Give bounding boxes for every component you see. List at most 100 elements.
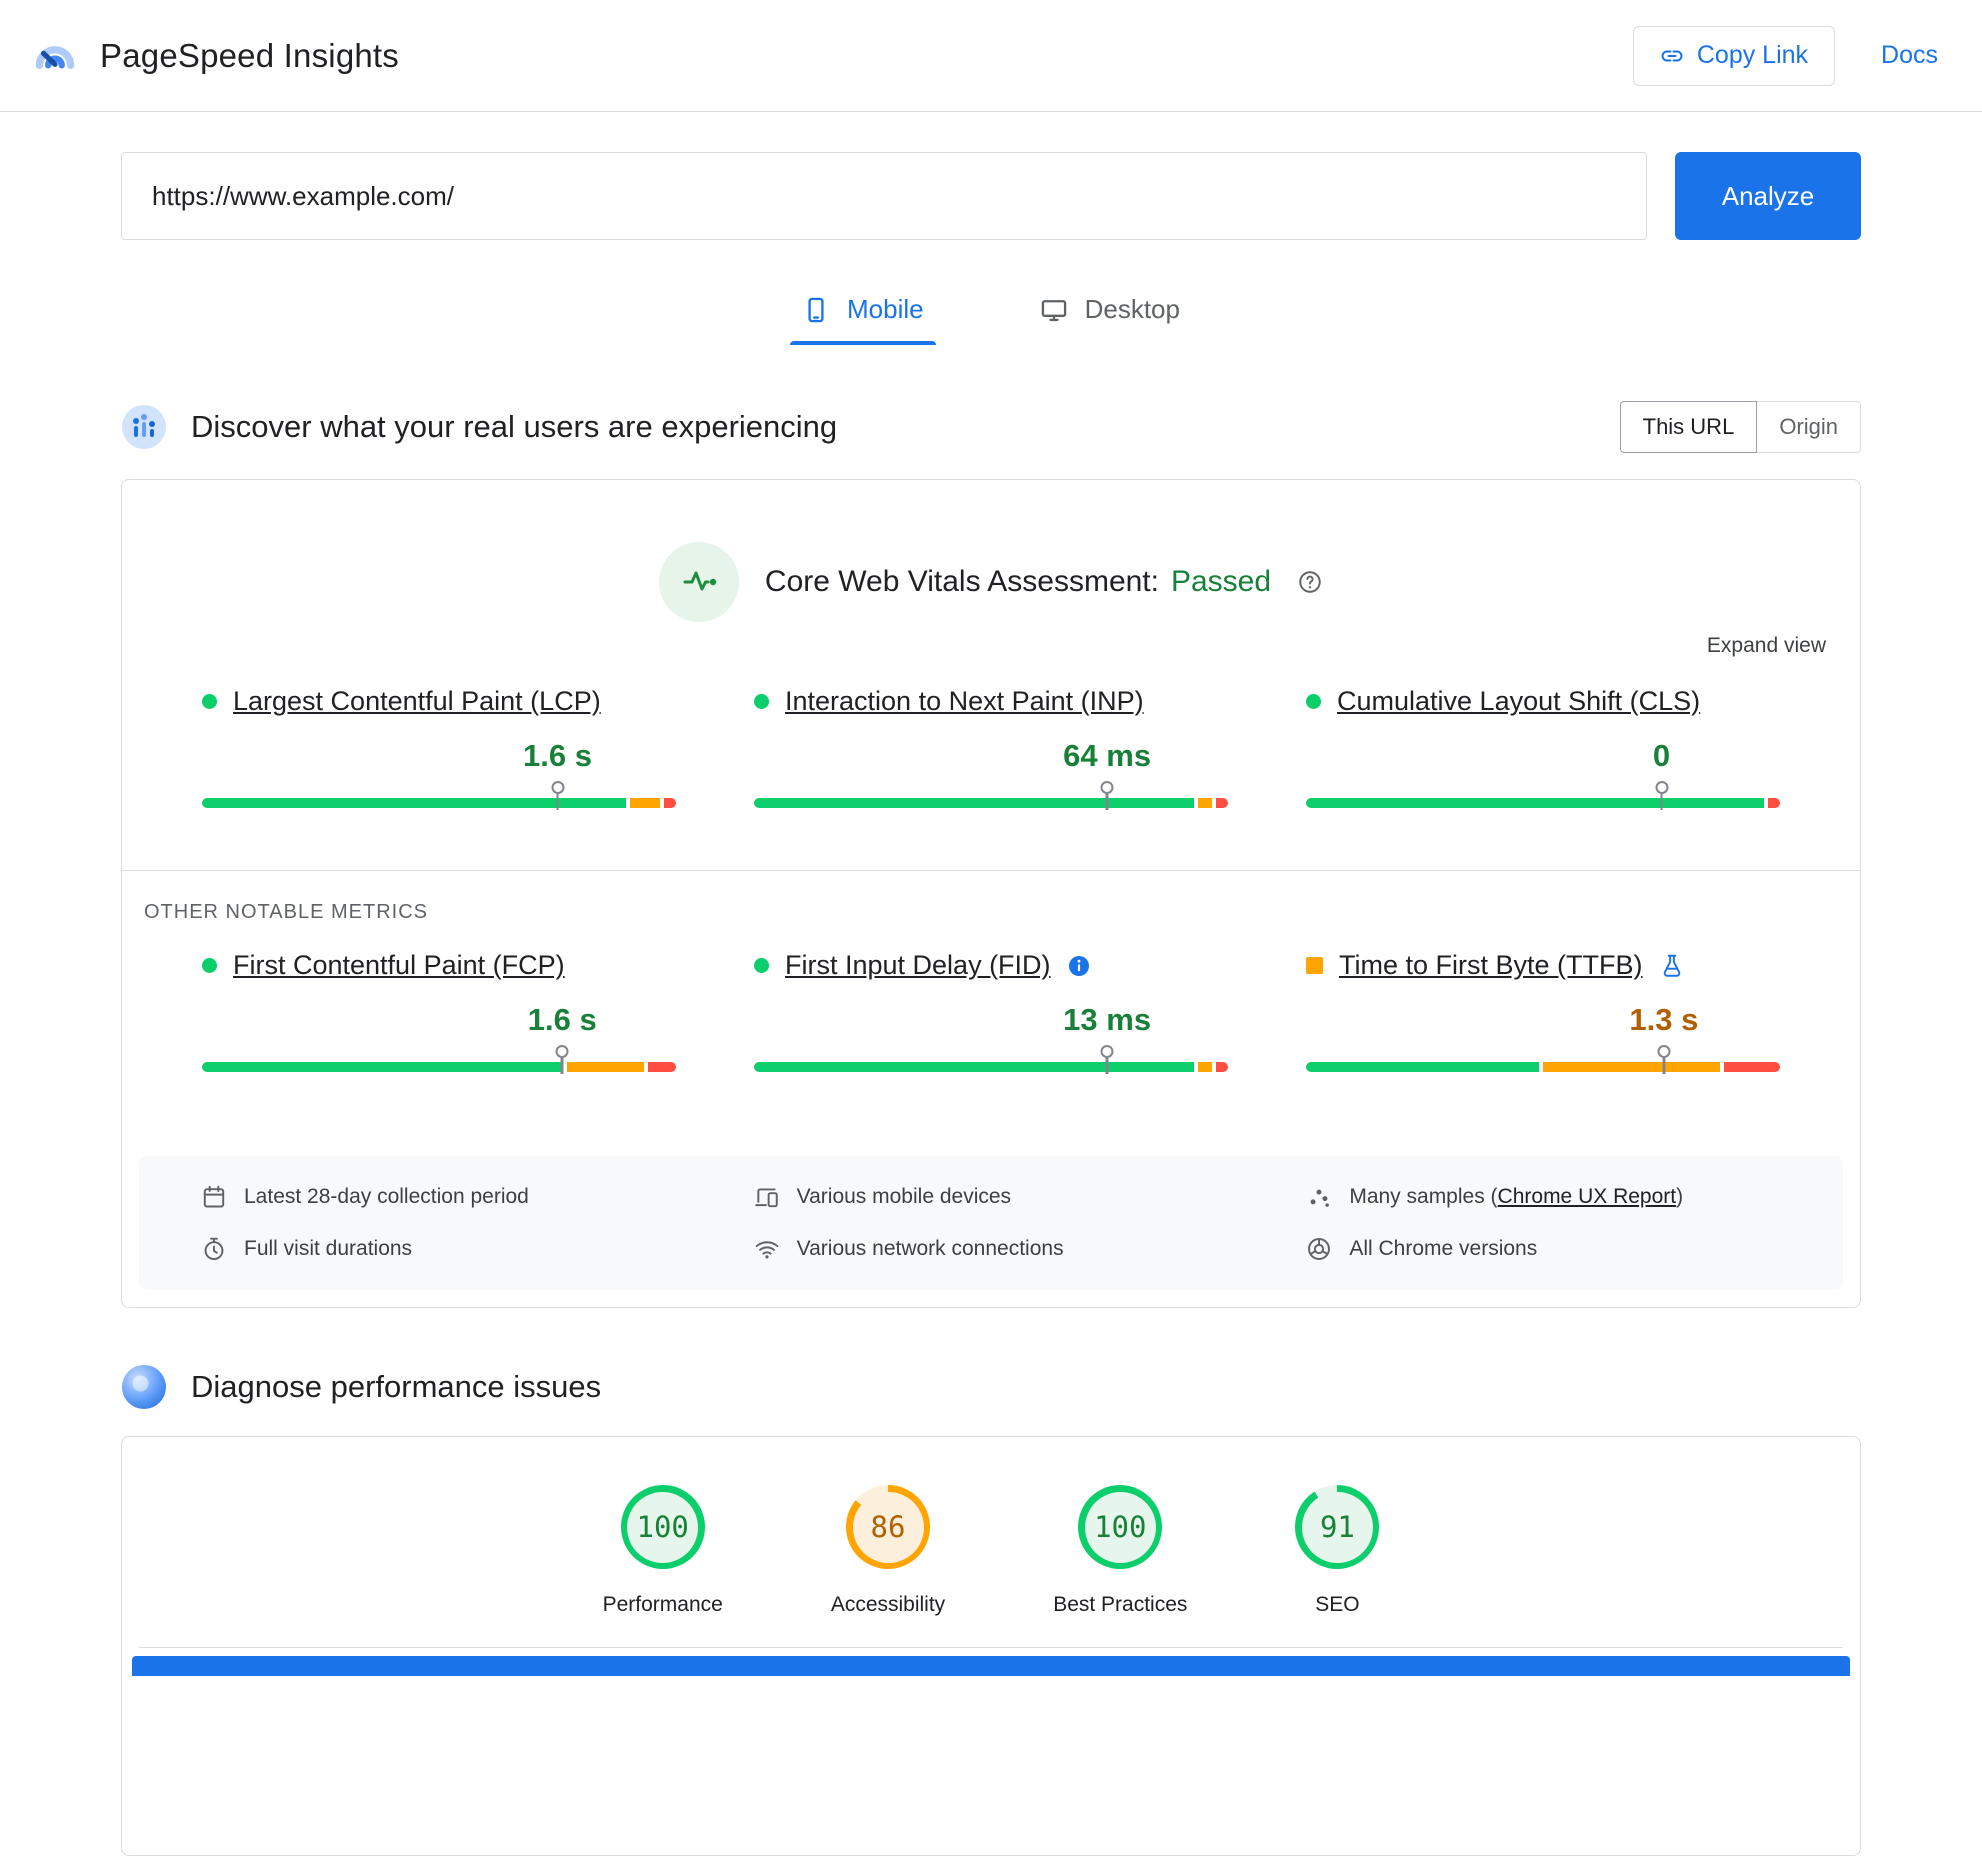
metric-link-fid[interactable]: First Input Delay (FID) [785,950,1051,980]
field-section-title: Discover what your real users are experi… [191,409,838,444]
metric-value: 1.6 s [523,738,592,773]
status-dot-icon [1306,694,1321,709]
metric-link-lcp[interactable]: Largest Contentful Paint (LCP) [233,686,601,716]
docs-link[interactable]: Docs [1881,41,1938,69]
status-dot-icon [754,694,769,709]
copy-link-label: Copy Link [1696,41,1809,69]
status-dot-icon [202,958,217,973]
bar-segment-orange [567,1062,645,1072]
collection-info-item: Various network connections [754,1236,1229,1262]
score-best-practices[interactable]: 100 Best Practices [1053,1485,1187,1617]
collection-info-item: Latest 28-day collection period [201,1184,676,1210]
metric-distribution-bar [202,1045,676,1074]
collection-info-text: Full visit durations [244,1237,413,1260]
real-users-icon [121,404,167,450]
marker-head [1657,1045,1671,1058]
metric-ttfb: Time to First Byte (TTFB) 1.3 s [1306,950,1780,1100]
bar-segments [754,798,1228,808]
cwv-assessment-title: Core Web Vitals Assessment: Passed [765,565,1271,599]
field-section-header: Discover what your real users are experi… [121,401,1861,453]
tab-label: Desktop [1084,294,1180,324]
mobile-icon [802,296,830,324]
app-header: PageSpeed Insights Copy Link Docs [0,0,1982,112]
metric-header: Largest Contentful Paint (LCP) [202,686,676,717]
metric-header: Interaction to Next Paint (INP) [754,686,1228,717]
bar-segment-orange [1198,798,1213,808]
info-text-suffix: ) [1676,1185,1684,1208]
p75-marker [551,781,564,810]
score-performance[interactable]: 100 Performance [603,1485,723,1617]
marker-stem [1105,1058,1109,1074]
tab-desktop[interactable]: Desktop [1028,286,1192,345]
metric-value: 64 ms [1063,738,1152,773]
metric-link-fcp[interactable]: First Contentful Paint (FCP) [233,950,565,980]
bar-segment-red [1216,798,1228,808]
metric-header: First Contentful Paint (FCP) [202,950,676,981]
metric-link-inp[interactable]: Interaction to Next Paint (INP) [785,686,1144,716]
collection-info: Latest 28-day collection period Various m… [139,1156,1843,1290]
score-seo[interactable]: 91 SEO [1295,1485,1380,1617]
help-icon[interactable] [1297,569,1323,595]
analyze-button[interactable]: Analyze [1675,152,1861,240]
toggle-this-url[interactable]: This URL [1619,401,1758,453]
metrics-divider [122,870,1860,871]
bar-segment-red [664,798,676,808]
marker-head [1100,1045,1114,1058]
bar-segment-red [1768,798,1780,808]
collection-info-text: Various mobile devices [796,1185,1012,1208]
status-dot-icon [202,694,217,709]
metric-inp: Interaction to Next Paint (INP) 64 ms [754,686,1228,836]
info-text-prefix: Many samples ( [1349,1185,1498,1208]
metric-value: 0 [1652,738,1671,773]
bar-segments [1306,798,1780,808]
bar-segment-orange [1543,1062,1721,1072]
metric-value: 13 ms [1063,1002,1152,1037]
pulse-badge [658,542,739,622]
link-icon [1660,44,1684,68]
metric-value: 1.6 s [527,1002,597,1037]
chrome-ux-report-link[interactable]: Chrome UX Report [1497,1185,1677,1208]
score-accessibility[interactable]: 86 Accessibility [831,1485,945,1617]
toggle-origin[interactable]: Origin [1757,401,1861,453]
diagnose-section-header: Diagnose performance issues [121,1364,1861,1410]
bar-segment-red [1216,1062,1228,1072]
url-form: Analyze [121,152,1861,240]
bar-segments [754,1062,1228,1072]
p75-marker [1100,1045,1114,1074]
metric-link-ttfb[interactable]: Time to First Byte (TTFB) [1339,950,1643,980]
assessment-label: Core Web Vitals Assessment: [764,565,1159,598]
tab-label: Mobile [847,294,924,324]
header-actions: Copy Link Docs [1632,25,1952,86]
metric-fid: First Input Delay (FID) 13 ms [754,950,1228,1100]
metric-link-cls[interactable]: Cumulative Layout Shift (CLS) [1337,686,1701,716]
bar-segment-red [648,1062,676,1072]
metric-distribution-bar [202,781,676,810]
marker-head [1655,781,1668,794]
device-tabs: Mobile Desktop [121,286,1861,345]
collection-info-text: All Chrome versions [1349,1237,1538,1260]
stopwatch-icon [201,1236,227,1262]
score-value: 100 [1084,1491,1156,1563]
bar-segment-orange [1198,1062,1213,1072]
scores-row: 100 Performance 86 Accessibility 100 Best Pra… [122,1437,1860,1617]
network-icon [754,1236,780,1262]
score-gauge: 91 [1295,1485,1380,1569]
scores-divider [139,1647,1843,1648]
info-icon[interactable] [1067,954,1091,978]
metric-lcp: Largest Contentful Paint (LCP) 1.6 s [202,686,676,836]
collection-info-item: Full visit durations [201,1236,676,1262]
metric-header: First Input Delay (FID) [754,950,1228,981]
experimental-flask-icon[interactable] [1659,953,1685,979]
url-input[interactable] [121,152,1647,240]
status-square-icon [1306,957,1323,974]
bar-segments [1306,1062,1780,1072]
tab-mobile[interactable]: Mobile [790,286,936,345]
expand-view-button[interactable]: Expand view [1706,634,1826,657]
heartbeat-icon [677,560,721,604]
score-gauge: 100 [620,1485,705,1569]
metric-distribution-bar [1306,1045,1780,1074]
desktop-icon [1040,296,1068,324]
copy-link-button[interactable]: Copy Link [1632,25,1836,86]
core-metrics: Largest Contentful Paint (LCP) 1.6 s Inter… [122,686,1860,836]
metric-header: Cumulative Layout Shift (CLS) [1306,686,1780,717]
